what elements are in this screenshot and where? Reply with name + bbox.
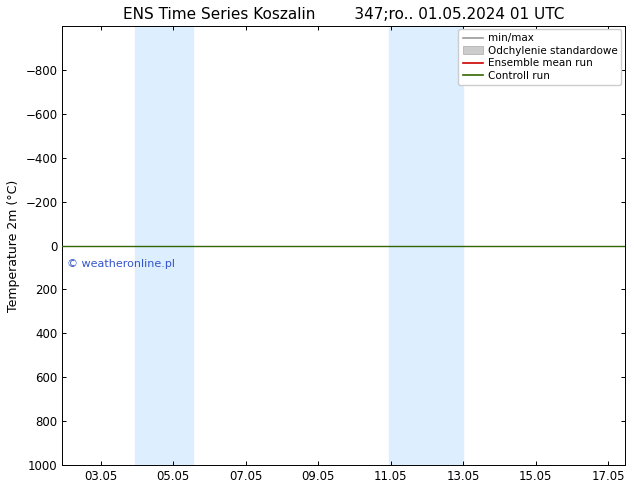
Title: ENS Time Series Koszalin        347;ro.. 01.05.2024 01 UTC: ENS Time Series Koszalin 347;ro.. 01.05.… [123, 7, 564, 22]
Bar [135, 26, 193, 465]
Text: © weatheronline.pl: © weatheronline.pl [67, 259, 175, 269]
Y-axis label: Temperature 2m (°C): Temperature 2m (°C) [7, 179, 20, 312]
Bar [389, 26, 463, 465]
Legend: min/max, Odchylenie standardowe, Ensemble mean run, Controll run: min/max, Odchylenie standardowe, Ensembl… [458, 29, 621, 85]
